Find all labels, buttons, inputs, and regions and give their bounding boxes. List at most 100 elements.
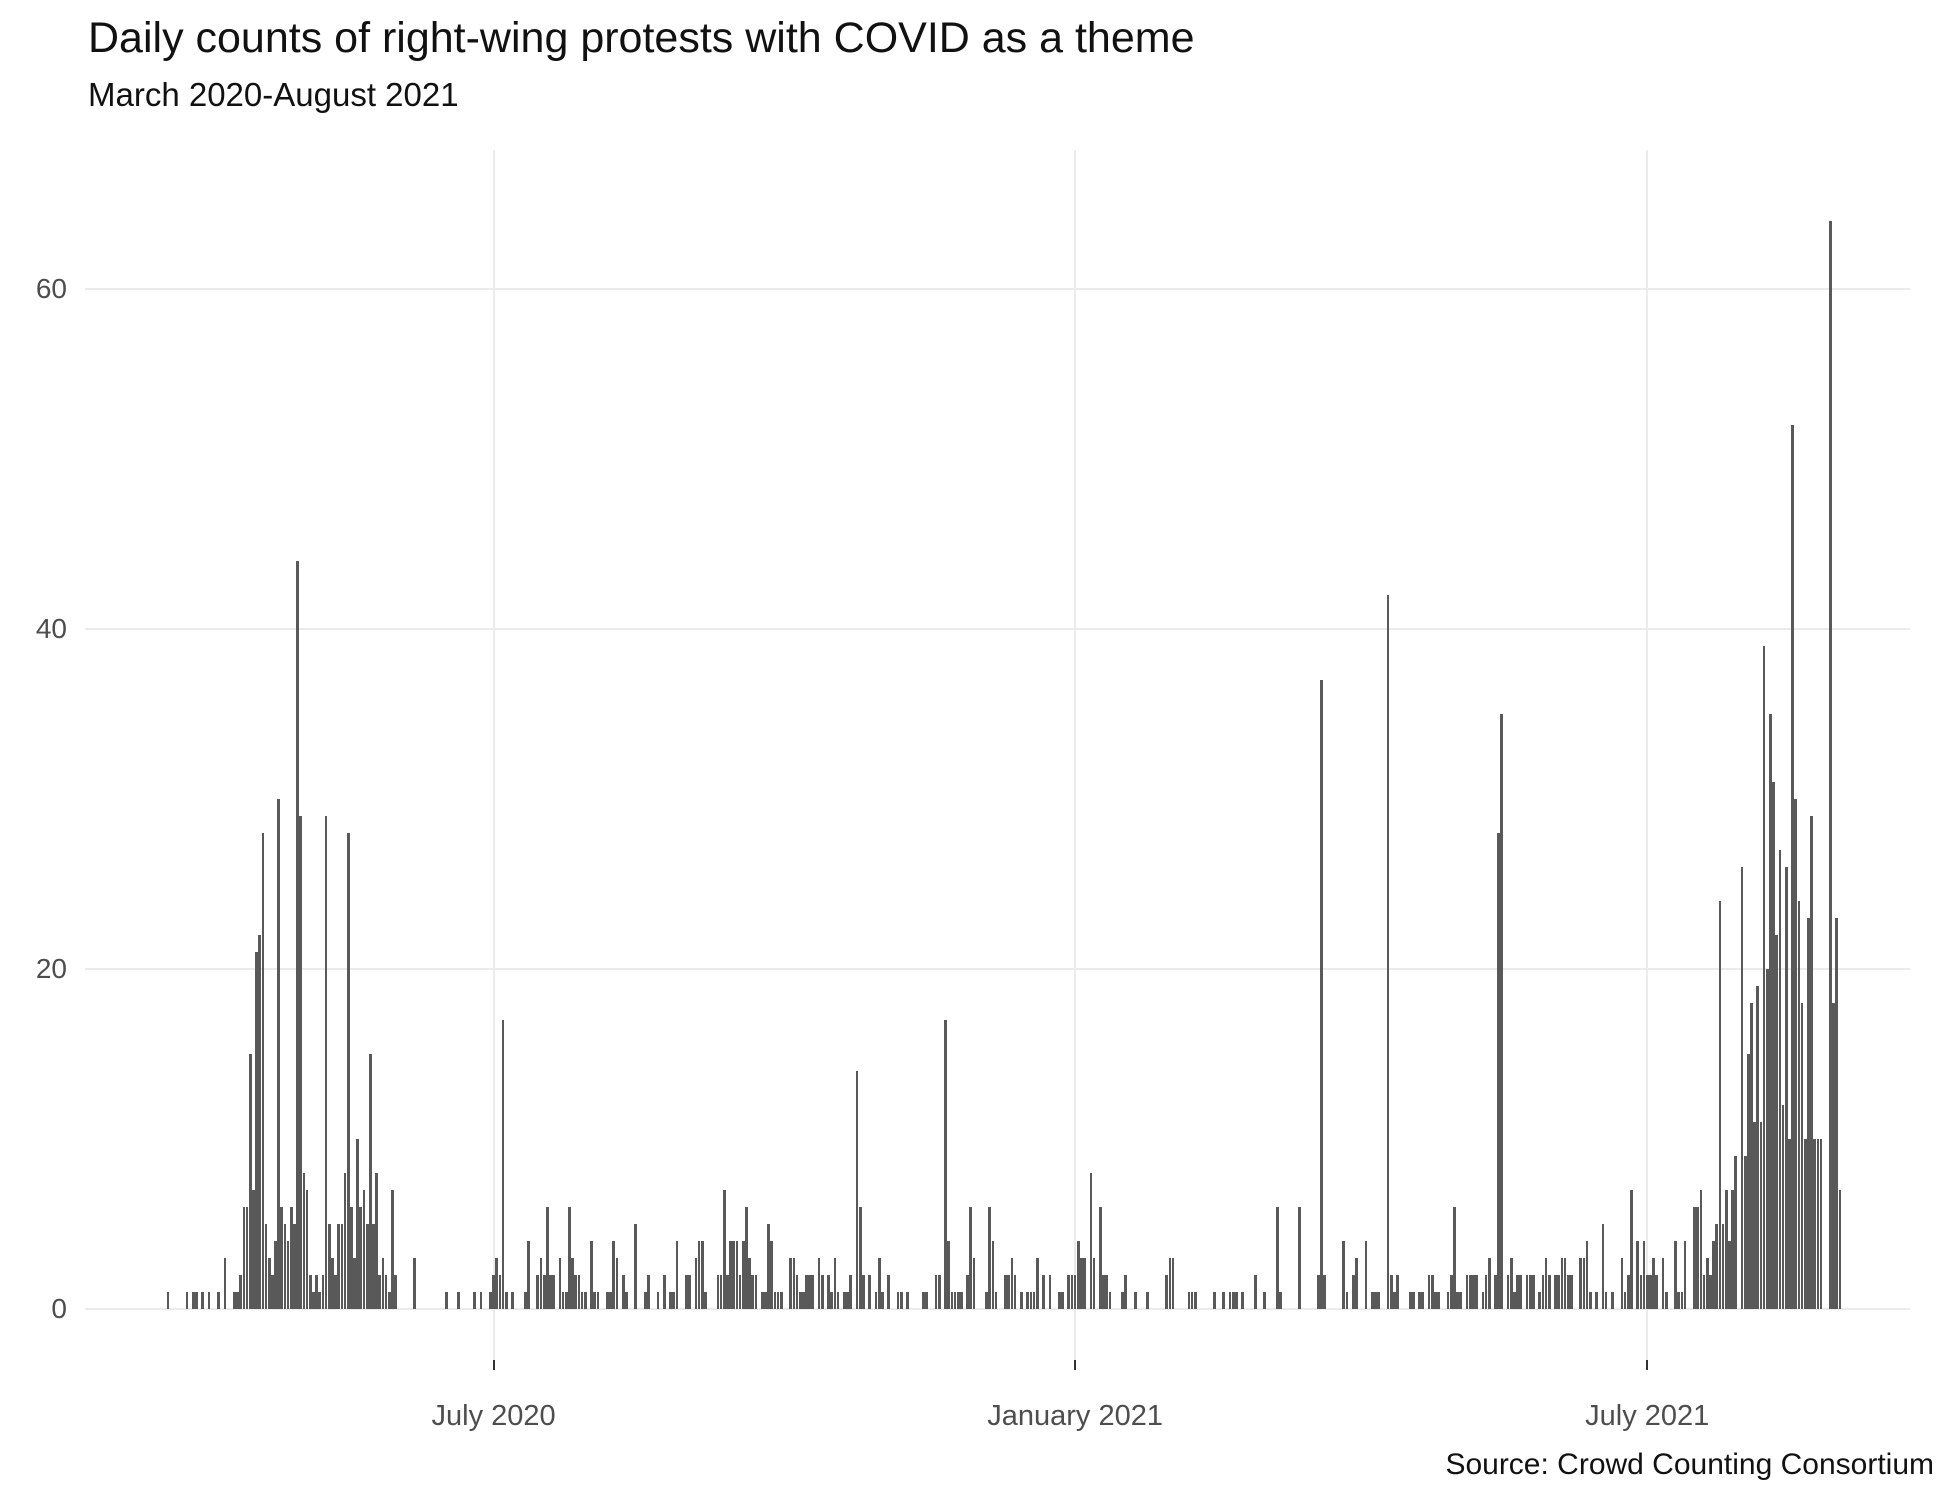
daily-count-bar bbox=[833, 1258, 837, 1309]
daily-count-bar bbox=[312, 1292, 315, 1309]
daily-count-bar bbox=[539, 1258, 543, 1309]
x-gridline bbox=[1646, 150, 1649, 1360]
x-axis-tick-label: January 2021 bbox=[987, 1400, 1164, 1432]
daily-count-bar bbox=[1317, 1275, 1320, 1309]
daily-count-bar bbox=[1652, 1258, 1655, 1309]
daily-count-bar bbox=[1437, 1292, 1440, 1309]
daily-count-bar bbox=[1427, 1275, 1431, 1309]
daily-count-bar bbox=[391, 1190, 394, 1309]
daily-count-bar bbox=[1803, 1139, 1807, 1309]
daily-count-bar bbox=[274, 1241, 277, 1309]
daily-count-bar bbox=[1585, 1241, 1589, 1309]
daily-count-bar bbox=[1715, 1224, 1719, 1309]
daily-count-bar bbox=[764, 1292, 767, 1309]
daily-count-bar bbox=[685, 1275, 688, 1309]
daily-count-bar bbox=[479, 1292, 483, 1309]
daily-count-bar bbox=[1449, 1275, 1453, 1309]
daily-count-bar bbox=[1532, 1275, 1535, 1309]
x-gridline bbox=[1074, 150, 1077, 1360]
daily-count-bar bbox=[1816, 1139, 1820, 1309]
daily-count-bar bbox=[580, 1292, 584, 1309]
daily-count-bar bbox=[1506, 1275, 1510, 1309]
daily-count-bar bbox=[925, 1292, 928, 1309]
daily-count-bar bbox=[283, 1224, 287, 1309]
daily-count-bar bbox=[1411, 1292, 1415, 1309]
daily-count-bar bbox=[1661, 1258, 1665, 1309]
daily-count-bar bbox=[1674, 1241, 1677, 1309]
daily-count-bar bbox=[808, 1275, 811, 1309]
daily-count-bar bbox=[267, 1258, 271, 1309]
daily-count-bar bbox=[277, 799, 280, 1309]
daily-count-bar bbox=[1487, 1258, 1491, 1309]
daily-count-bar bbox=[729, 1241, 732, 1309]
daily-count-bar bbox=[1611, 1292, 1614, 1309]
daily-count-bar bbox=[1513, 1292, 1516, 1309]
daily-count-bar bbox=[1762, 646, 1766, 1309]
daily-count-bar bbox=[1453, 1207, 1456, 1309]
daily-count-bar bbox=[868, 1275, 872, 1309]
daily-count-bar bbox=[549, 1275, 552, 1309]
daily-count-bar bbox=[564, 1292, 568, 1309]
daily-count-bar bbox=[1620, 1258, 1624, 1309]
daily-count-bar bbox=[375, 1173, 378, 1309]
daily-count-bar bbox=[1165, 1275, 1169, 1309]
daily-count-bar bbox=[1623, 1292, 1627, 1309]
daily-count-bar bbox=[770, 1241, 774, 1309]
daily-count-bar bbox=[798, 1292, 802, 1309]
daily-count-bar bbox=[811, 1275, 815, 1309]
y-axis-tick-label: 20 bbox=[35, 953, 67, 984]
daily-count-bar bbox=[1446, 1292, 1450, 1309]
daily-count-bar bbox=[1234, 1292, 1238, 1309]
daily-count-bar bbox=[1092, 1258, 1096, 1309]
y-axis-tick-label: 40 bbox=[35, 613, 67, 644]
daily-count-bar bbox=[343, 1173, 347, 1309]
daily-count-bar bbox=[609, 1292, 612, 1309]
daily-count-bar bbox=[1032, 1292, 1036, 1309]
daily-count-bar bbox=[1772, 782, 1775, 1309]
daily-count-bar bbox=[1712, 1241, 1715, 1309]
daily-count-bar bbox=[1386, 595, 1390, 1309]
daily-count-bar bbox=[242, 1207, 246, 1309]
daily-count-bar bbox=[350, 1207, 353, 1309]
daily-count-bar bbox=[947, 1241, 951, 1309]
daily-count-bar bbox=[1102, 1275, 1105, 1309]
daily-count-bar bbox=[1393, 1292, 1396, 1309]
daily-count-bar bbox=[1057, 1292, 1061, 1309]
daily-count-bar bbox=[1750, 1003, 1753, 1309]
daily-count-bar bbox=[688, 1275, 691, 1309]
daily-count-bar bbox=[1345, 1292, 1349, 1309]
daily-count-bar bbox=[356, 1139, 360, 1309]
daily-count-bar bbox=[1832, 1003, 1836, 1309]
daily-count-bar bbox=[735, 1241, 739, 1309]
daily-count-bar bbox=[1813, 1139, 1817, 1309]
daily-count-bar bbox=[1724, 1190, 1728, 1309]
daily-count-bar bbox=[801, 1292, 805, 1309]
daily-count-bar bbox=[887, 1275, 890, 1309]
daily-count-bar bbox=[1604, 1292, 1608, 1309]
daily-count-bar bbox=[1642, 1241, 1646, 1309]
daily-count-bar bbox=[1083, 1258, 1086, 1309]
daily-count-bar bbox=[1519, 1275, 1523, 1309]
y-gridline bbox=[85, 1308, 1910, 1310]
daily-count-bar bbox=[511, 1292, 514, 1309]
daily-count-bar bbox=[1807, 918, 1810, 1309]
daily-count-bar bbox=[1298, 1207, 1301, 1309]
daily-count-bar bbox=[577, 1275, 581, 1309]
daily-count-bar bbox=[574, 1275, 578, 1309]
daily-count-bar bbox=[1007, 1275, 1011, 1309]
daily-count-bar bbox=[754, 1275, 758, 1309]
daily-count-bar bbox=[1528, 1275, 1532, 1309]
daily-count-bar bbox=[378, 1275, 382, 1309]
daily-count-bar bbox=[1099, 1207, 1102, 1309]
daily-count-bar bbox=[1538, 1292, 1542, 1309]
daily-count-bar bbox=[258, 935, 262, 1309]
daily-count-bar bbox=[615, 1258, 619, 1309]
daily-count-bar bbox=[413, 1258, 416, 1309]
daily-count-bar bbox=[1829, 221, 1832, 1309]
daily-count-bar bbox=[492, 1275, 495, 1309]
daily-count-bar bbox=[1541, 1275, 1545, 1309]
daily-count-bar bbox=[223, 1258, 227, 1309]
daily-count-bar bbox=[1004, 1275, 1007, 1309]
daily-count-bar bbox=[305, 1190, 309, 1309]
daily-count-bar bbox=[1061, 1292, 1064, 1309]
